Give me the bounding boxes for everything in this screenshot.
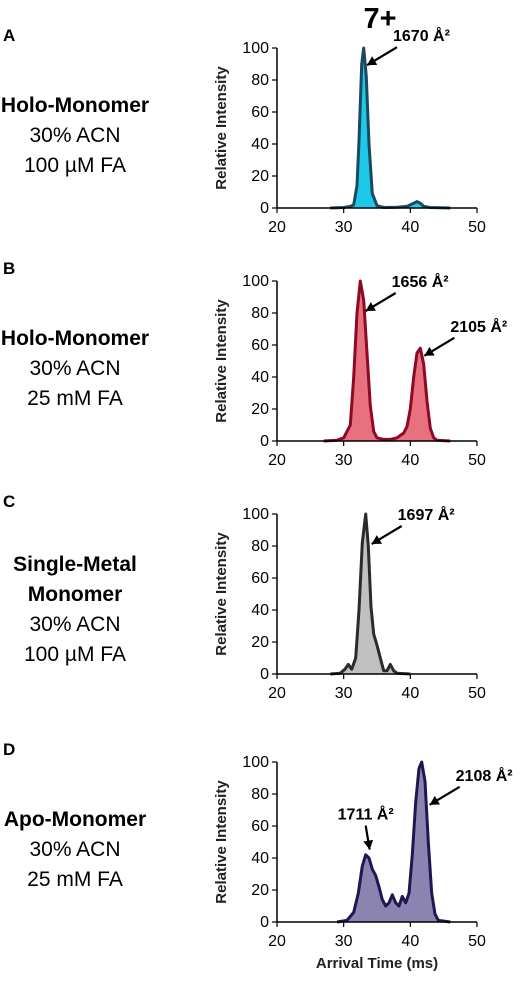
condition-label: 100 µM FA: [24, 154, 126, 177]
y-tick-label: 40: [251, 369, 269, 386]
peak-annotation: 1697 Å²: [398, 505, 455, 524]
x-tick-label: 30: [335, 933, 353, 950]
condition-label: 30% ACN: [29, 838, 120, 861]
y-tick-label: 20: [251, 168, 269, 185]
y-tick-label: 80: [251, 305, 269, 322]
condition-label: 30% ACN: [29, 124, 120, 147]
y-tick-label: 0: [260, 666, 269, 683]
condition-label: Apo-Monomer: [4, 808, 146, 831]
peak-annotation: 2105 Å²: [450, 317, 507, 336]
panel-c: C Single-Metal Monomer 30% ACN 100 µM FA 0 20 4…: [3, 492, 486, 702]
x-tick-label: 40: [401, 685, 419, 702]
trace-fill: [323, 281, 451, 441]
panel-letter: B: [3, 259, 15, 278]
arrowhead: [363, 839, 374, 850]
trace-line: [330, 512, 411, 676]
y-tick-label: 80: [251, 72, 269, 89]
y-axis-label: Relative Intensity: [213, 66, 230, 190]
trace-line: [323, 279, 451, 443]
x-tick-label: 20: [268, 685, 286, 702]
condition-label: Holo-Monomer: [1, 94, 149, 117]
arrowhead: [365, 302, 376, 311]
y-tick-label: 80: [251, 786, 269, 803]
y-tick-label: 40: [251, 136, 269, 153]
x-tick-label: 40: [401, 452, 419, 469]
condition-label: Monomer: [28, 583, 123, 606]
peak-annotation: 2108 Å²: [456, 766, 513, 785]
y-tick-label: 60: [251, 337, 269, 354]
x-tick-label: 40: [401, 219, 419, 236]
arrowhead: [424, 346, 435, 356]
x-tick-label: 30: [335, 452, 353, 469]
y-tick-label: 80: [251, 538, 269, 555]
y-tick-label: 100: [242, 273, 269, 290]
y-tick-label: 0: [260, 200, 269, 217]
y-tick-label: 60: [251, 104, 269, 121]
x-tick-label: 50: [468, 933, 486, 950]
condition-label: 25 mM FA: [27, 387, 123, 410]
y-axis-label: Relative Intensity: [213, 780, 230, 904]
x-tick-label: 20: [268, 219, 286, 236]
y-tick-label: 0: [260, 914, 269, 931]
x-tick-label: 50: [468, 452, 486, 469]
y-tick-label: 100: [242, 754, 269, 771]
peak-annotation: 1670 Å²: [393, 26, 450, 45]
condition-label: Holo-Monomer: [1, 327, 149, 350]
trace-line: [330, 46, 451, 210]
y-tick-label: 40: [251, 602, 269, 619]
panel-b: B Holo-Monomer 30% ACN 25 mM FA 0 20 40 60 80 100…: [1, 259, 507, 469]
y-tick-label: 40: [251, 850, 269, 867]
condition-label: 100 µM FA: [24, 643, 126, 666]
panel-letter: A: [3, 26, 15, 45]
peak-annotation: 1656 Å²: [392, 272, 449, 291]
x-tick-label: 20: [268, 933, 286, 950]
panel-letter: D: [3, 740, 15, 759]
panels: A Holo-Monomer 30% ACN 100 µM FA 0 20 40 60 80 10…: [1, 26, 513, 972]
y-tick-label: 100: [242, 40, 269, 57]
panel-a: A Holo-Monomer 30% ACN 100 µM FA 0 20 40 60 80 10…: [1, 26, 486, 236]
x-tick-label: 50: [468, 685, 486, 702]
panel-d: D Apo-Monomer 30% ACN 25 mM FA 0 20 40 60 80 100 2…: [3, 740, 513, 972]
peak-annotation: 1711 Å²: [338, 805, 394, 824]
y-tick-label: 20: [251, 401, 269, 418]
trace-fill: [337, 762, 451, 922]
condition-label: Single-Metal: [13, 553, 137, 576]
y-tick-label: 0: [260, 433, 269, 450]
y-axis-label: Relative Intensity: [213, 299, 230, 423]
trace-fill: [330, 48, 451, 208]
x-tick-label: 30: [335, 219, 353, 236]
arrowhead: [371, 535, 382, 544]
figure-title: 7+: [363, 3, 396, 35]
y-tick-label: 60: [251, 818, 269, 835]
condition-label: 30% ACN: [29, 357, 120, 380]
condition-label: 25 mM FA: [27, 868, 123, 891]
panel-letter: C: [3, 492, 15, 511]
trace-line: [336, 760, 451, 924]
y-tick-label: 20: [251, 634, 269, 651]
y-tick-label: 100: [242, 506, 269, 523]
arrowhead: [429, 795, 440, 805]
x-axis-label: Arrival Time (ms): [316, 955, 438, 972]
condition-label: 30% ACN: [29, 613, 120, 636]
y-axis-label: Relative Intensity: [213, 532, 230, 656]
y-tick-label: 60: [251, 570, 269, 587]
x-tick-label: 40: [401, 933, 419, 950]
y-tick-label: 20: [251, 882, 269, 899]
x-tick-label: 50: [468, 219, 486, 236]
arrowhead: [367, 56, 378, 66]
x-tick-label: 30: [335, 685, 353, 702]
x-tick-label: 20: [268, 452, 286, 469]
